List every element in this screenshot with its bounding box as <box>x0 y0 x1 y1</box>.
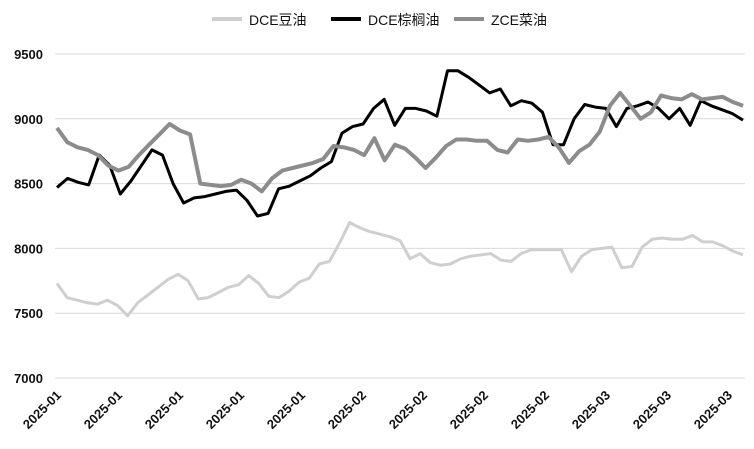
y-axis: 7000 7500 8000 8500 9000 9500 <box>14 47 43 386</box>
legend-label: DCE豆油 <box>249 12 307 28</box>
x-tick-label: 2025-01 <box>20 388 64 432</box>
x-tick-label: 2025-03 <box>630 388 674 432</box>
y-tick-label: 7500 <box>14 306 43 321</box>
y-tick-label: 8000 <box>14 241 43 256</box>
x-tick-label: 2025-03 <box>569 388 613 432</box>
x-tick-label: 2025-02 <box>447 388 491 432</box>
x-tick-label: 2025-02 <box>386 388 430 432</box>
y-tick-label: 9500 <box>14 47 43 62</box>
x-tick-label: 2025-01 <box>142 388 186 432</box>
x-tick-label: 2025-02 <box>508 388 552 432</box>
plot-area <box>55 69 744 318</box>
x-tick-label: 2025-03 <box>691 388 735 432</box>
x-axis: 2025-01 2025-01 2025-01 2025-01 2025-01 2025-… <box>20 388 735 432</box>
legend-label: DCE棕榈油 <box>368 12 440 28</box>
y-tick-label: 7000 <box>14 371 43 386</box>
grid <box>55 53 745 379</box>
legend-label: ZCE菜油 <box>491 12 547 28</box>
series-line-2 <box>55 90 744 194</box>
x-tick-label: 2025-01 <box>264 388 308 432</box>
series-line-1 <box>56 69 744 218</box>
y-tick-label: 8500 <box>14 177 43 192</box>
legend: DCE豆油 DCE棕榈油 ZCE菜油 <box>212 12 547 28</box>
series-line-0 <box>55 221 744 318</box>
x-tick-label: 2025-01 <box>81 388 125 432</box>
y-tick-label: 9000 <box>14 112 43 127</box>
x-tick-label: 2025-02 <box>325 388 369 432</box>
x-tick-label: 2025-01 <box>203 388 247 432</box>
